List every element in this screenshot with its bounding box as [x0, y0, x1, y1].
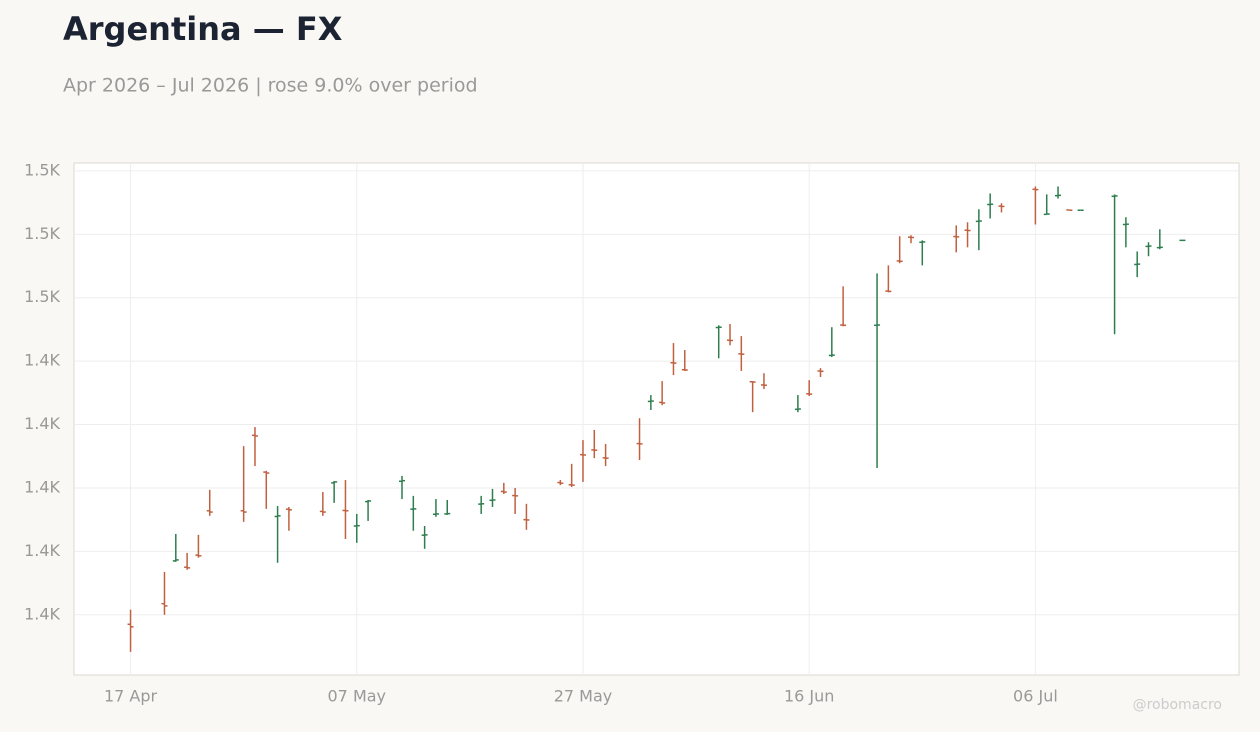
x-tick-label: 17 Apr — [104, 687, 158, 706]
y-tick-label: 1.4K — [24, 477, 60, 496]
y-tick-label: 1.4K — [24, 414, 60, 433]
x-tick-label: 16 Jun — [784, 687, 834, 706]
y-tick-label: 1.5K — [24, 224, 60, 243]
chart-title: Argentina — FX — [63, 10, 343, 48]
y-tick-label: 1.4K — [24, 541, 60, 560]
chart-subtitle: Apr 2026 – Jul 2026 | rose 9.0% over per… — [63, 75, 478, 97]
y-tick-label: 1.4K — [24, 351, 60, 370]
y-tick-label: 1.5K — [24, 160, 60, 179]
y-tick-label: 1.5K — [24, 287, 60, 306]
plot-area — [73, 162, 1240, 676]
x-tick-label: 27 May — [554, 687, 613, 706]
y-tick-label: 1.4K — [24, 604, 60, 623]
x-tick-label: 06 Jul — [1013, 687, 1058, 706]
watermark: @robomacro — [1133, 697, 1222, 713]
x-tick-label: 07 May — [328, 687, 387, 706]
